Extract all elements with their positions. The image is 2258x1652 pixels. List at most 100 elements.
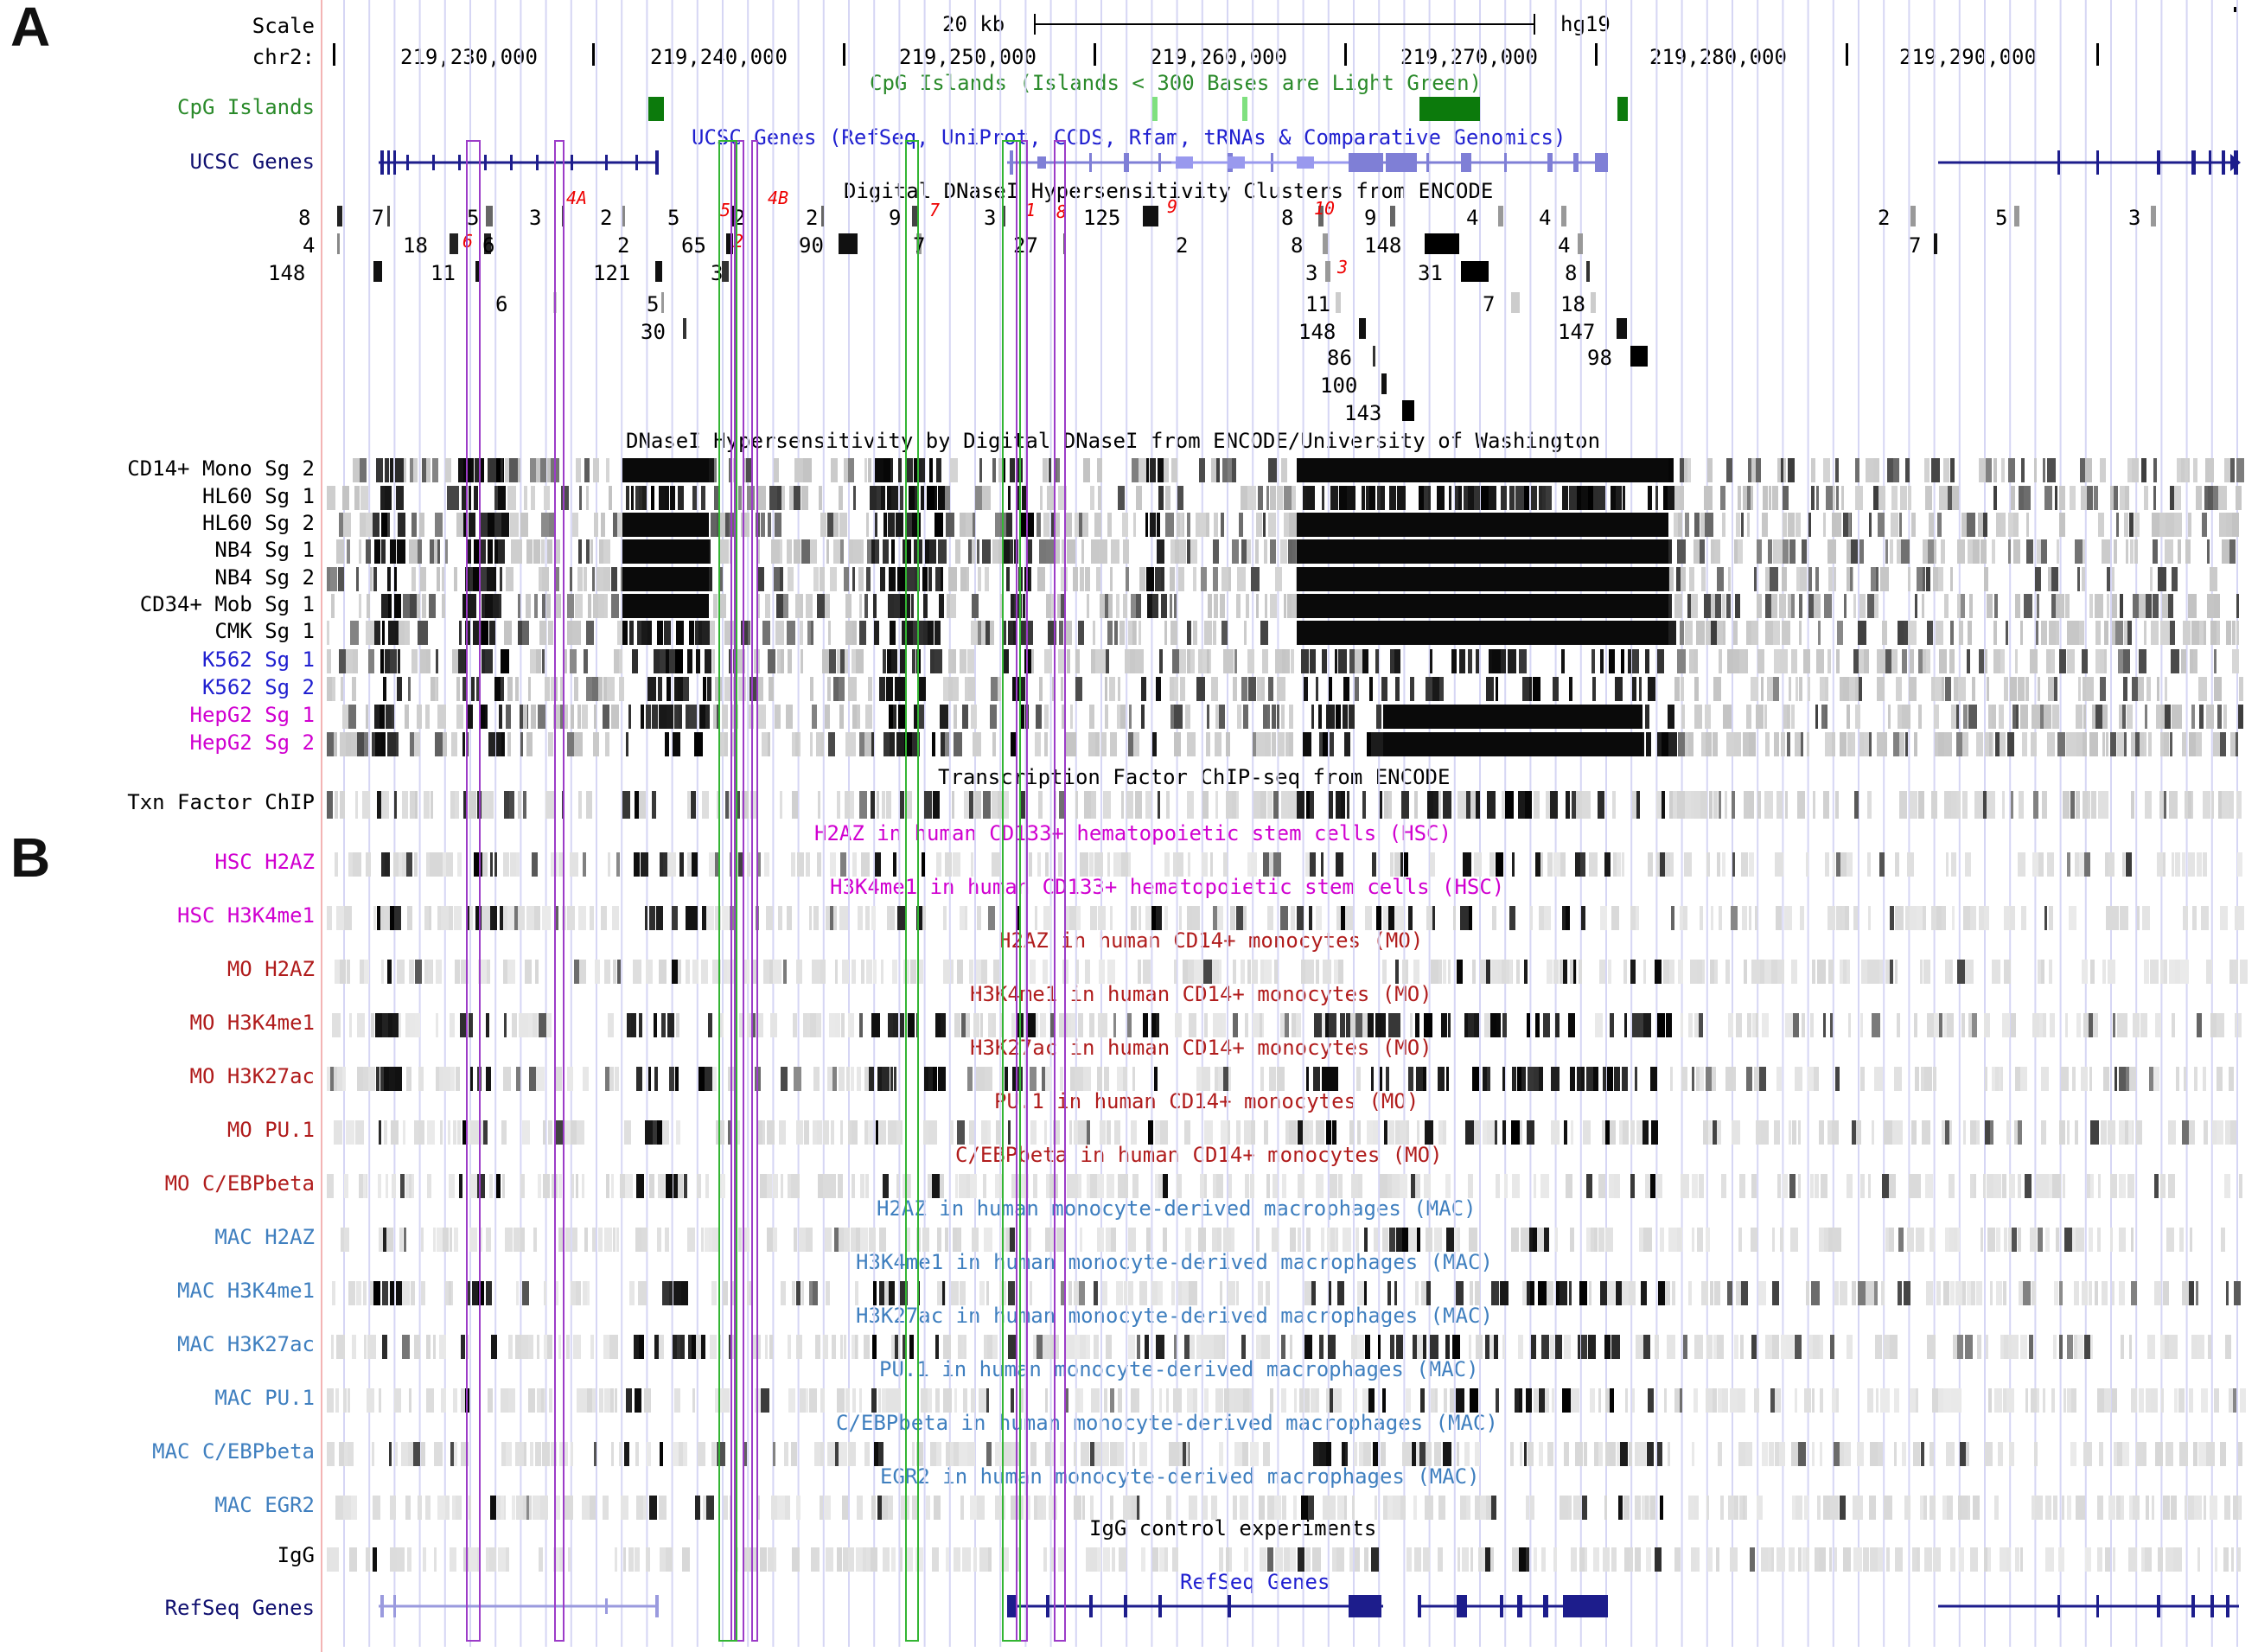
chip-signal-block — [1390, 1335, 1394, 1359]
dnase-signal-block — [2125, 486, 2129, 510]
dnase-signal-block — [1291, 649, 1294, 673]
track-label-dnase-row[interactable]: K562 Sg 2 — [201, 675, 315, 699]
chip-signal-block — [577, 1120, 584, 1145]
corner-mark — [2234, 7, 2236, 12]
track-label-txn-factor-chip[interactable]: Txn Factor ChIP — [127, 790, 315, 814]
chip-signal-block — [1648, 852, 1653, 877]
dnase-signal-block — [2047, 732, 2055, 756]
txn-chip-peak — [509, 791, 514, 819]
track-label-chip[interactable]: MAC H2AZ — [214, 1225, 315, 1249]
chip-signal-block — [1438, 1120, 1443, 1145]
chip-signal-block — [450, 1067, 455, 1091]
chip-signal-block — [1021, 1013, 1024, 1037]
txn-chip-peak — [850, 791, 854, 819]
dnase-signal-block — [1936, 621, 1943, 645]
chip-signal-block — [1080, 852, 1088, 877]
track-label-chip[interactable]: MAC EGR2 — [214, 1493, 315, 1517]
track-label-dnase-row[interactable]: NB4 Sg 2 — [214, 565, 315, 590]
cpg-island-block — [1419, 97, 1480, 121]
chip-signal-block — [827, 1442, 836, 1466]
dnase-cluster-bar — [2014, 206, 2019, 226]
dnase-signal-block — [1713, 732, 1718, 756]
ucsc-gene-exon — [2057, 150, 2060, 175]
dnase-signal-block — [382, 621, 385, 645]
chip-signal-block — [1438, 1067, 1443, 1091]
dnase-signal-block — [1118, 486, 1125, 510]
chip-signal-block — [1570, 1067, 1575, 1091]
dnase-signal-block — [998, 677, 1001, 701]
dnase-signal-block — [435, 732, 443, 756]
dnase-signal-block — [1062, 705, 1065, 729]
chip-signal-block — [1261, 1335, 1270, 1359]
chip-signal-block — [1282, 1496, 1286, 1520]
dnase-signal-block — [373, 513, 380, 537]
chip-signal-block — [474, 852, 482, 877]
dnase-signal-block — [2226, 621, 2231, 645]
dnase-signal-block — [526, 594, 531, 618]
track-label-cpg-islands[interactable]: CpG Islands — [177, 95, 315, 119]
chip-signal-block — [758, 852, 761, 877]
chip-signal-block — [1051, 1442, 1056, 1466]
dnase-signal-block — [1375, 649, 1379, 673]
dnase-signal-block — [934, 649, 942, 673]
txn-chip-peak — [974, 791, 981, 819]
chip-signal-block — [1987, 1228, 1995, 1252]
chip-signal-block — [375, 1013, 382, 1037]
track-label-refseq-genes[interactable]: RefSeq Genes — [164, 1596, 315, 1620]
dnase-signal-block — [1926, 649, 1930, 673]
dnase-signal-block — [1282, 649, 1288, 673]
track-label-igg[interactable]: IgG — [277, 1543, 315, 1567]
chip-signal-block — [1957, 1335, 1963, 1359]
chip-signal-block — [1128, 1281, 1133, 1305]
chip-signal-block — [1502, 960, 1509, 984]
track-label-dnase-row[interactable]: CMK Sg 1 — [214, 619, 315, 643]
dnase-signal-block — [1107, 621, 1113, 645]
dnase-signal-block — [726, 539, 729, 564]
track-label-dnase-row[interactable]: HepG2 Sg 2 — [189, 730, 316, 755]
track-label-chip[interactable]: MO H2AZ — [226, 957, 315, 981]
chip-signal-block — [1643, 960, 1646, 984]
track-label-dnase-row[interactable]: CD14+ Mono Sg 2 — [127, 456, 315, 481]
txn-chip-peak — [639, 791, 646, 819]
dnase-signal-block — [1123, 539, 1129, 564]
track-label-chip[interactable]: MO PU.1 — [226, 1118, 315, 1142]
dnase-signal-block — [1859, 539, 1864, 564]
dnase-signal-block — [2129, 513, 2134, 537]
track-label-dnase-row[interactable]: CD34+ Mob Sg 1 — [139, 592, 315, 616]
dnase-signal-block — [1735, 594, 1740, 618]
ucsc-gene-exon — [1037, 156, 1046, 169]
dnase-cluster-count: 148 — [268, 261, 305, 285]
track-label-chip[interactable]: MAC H3K27ac — [177, 1332, 315, 1356]
chip-signal-block — [1727, 1281, 1732, 1305]
track-label-chip[interactable]: HSC H3K4me1 — [177, 903, 315, 928]
dnase-cluster-count: 3 — [529, 206, 541, 230]
chip-signal-block — [839, 906, 848, 930]
chip-signal-block — [1304, 1388, 1310, 1413]
chip-signal-block — [840, 1335, 843, 1359]
track-label-chip[interactable]: MO H3K4me1 — [189, 1011, 316, 1035]
track-label-dnase-row[interactable]: HepG2 Sg 1 — [189, 703, 316, 727]
dnase-signal-block — [1509, 486, 1515, 510]
track-label-chip[interactable]: MO C/EBPbeta — [164, 1171, 315, 1196]
chip-signal-block — [1590, 1388, 1595, 1413]
dnase-signal-block — [605, 732, 609, 756]
chip-signal-block — [2233, 960, 2238, 984]
track-label-chip[interactable]: HSC H2AZ — [214, 850, 315, 874]
track-label-chip[interactable]: MAC C/EBPbeta — [152, 1439, 315, 1464]
track-label-dnase-row[interactable]: HL60 Sg 1 — [201, 484, 315, 508]
chip-signal-block — [334, 1120, 342, 1145]
chip-signal-block — [2188, 852, 2195, 877]
track-label-chip[interactable]: MAC PU.1 — [214, 1386, 315, 1410]
chip-signal-block — [864, 1335, 870, 1359]
dnase-signal-block — [2095, 649, 2102, 673]
dnase-signal-block — [1751, 486, 1753, 510]
track-label-ucsc-genes[interactable]: UCSC Genes — [189, 150, 316, 174]
track-label-dnase-row[interactable]: K562 Sg 1 — [201, 647, 315, 672]
chip-signal-block — [469, 1013, 473, 1037]
dnase-signal-block — [1085, 567, 1090, 591]
track-label-dnase-row[interactable]: NB4 Sg 1 — [214, 538, 315, 562]
track-label-chip[interactable]: MAC H3K4me1 — [177, 1279, 315, 1303]
track-label-dnase-row[interactable]: HL60 Sg 2 — [201, 511, 315, 535]
track-label-chip[interactable]: MO H3K27ac — [189, 1064, 316, 1088]
chip-signal-block — [1030, 1067, 1037, 1091]
